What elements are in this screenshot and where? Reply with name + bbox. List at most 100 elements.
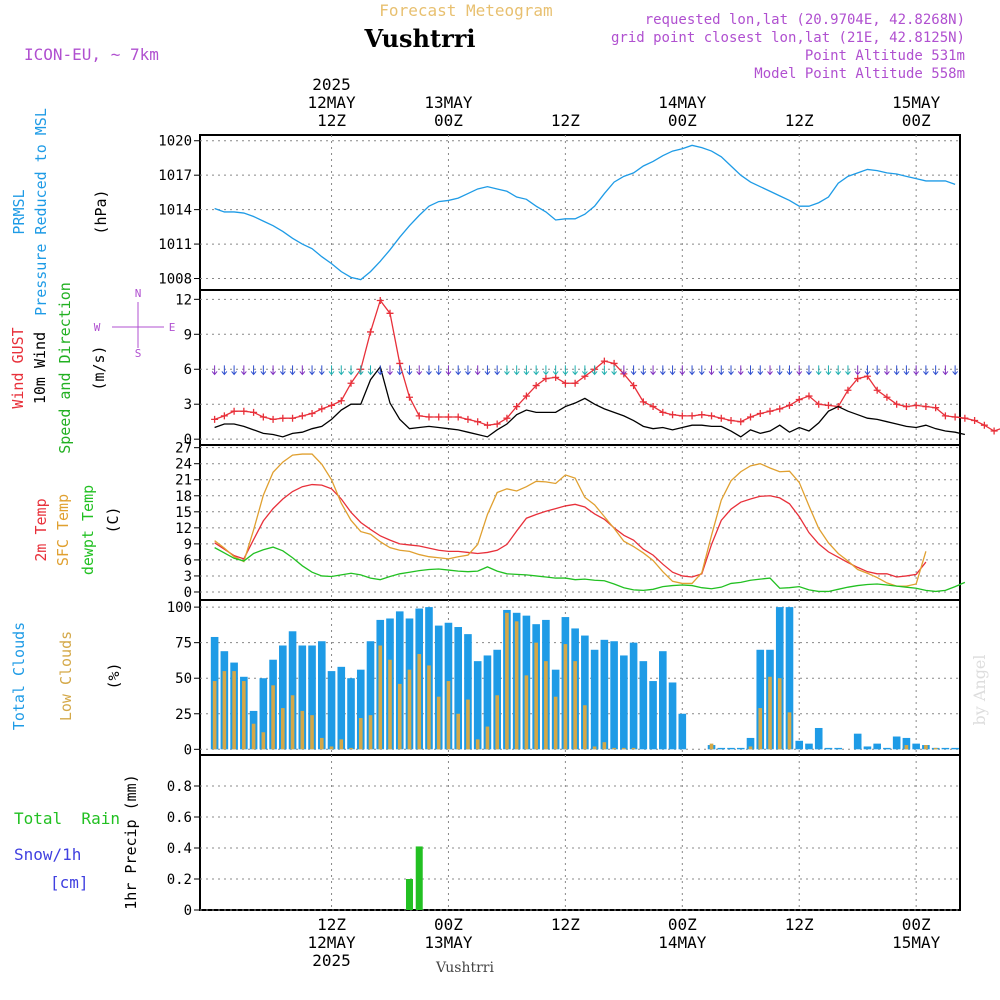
total-cloud-bar <box>454 627 463 750</box>
low-cloud-bar <box>329 746 334 750</box>
total-cloud-bar <box>902 737 911 750</box>
gust-marker <box>659 408 667 416</box>
top-time-label: 2025 <box>312 75 351 94</box>
wind-direction-arrow <box>289 365 296 376</box>
wind-direction-arrow <box>708 365 715 376</box>
low-cloud-bar <box>261 732 266 750</box>
gust-marker <box>708 412 716 420</box>
wind-direction-arrow <box>884 365 890 376</box>
total-cloud-bar <box>678 713 687 750</box>
gust-marker <box>376 296 384 304</box>
wind-direction-arrow <box>270 365 276 376</box>
wind-direction-arrow <box>533 365 540 376</box>
location-title: Vushtrri <box>364 24 476 53</box>
pressure-unit: (hPa) <box>92 189 110 234</box>
watermark: by Angel <box>970 654 989 725</box>
clouds-label-total: Total Clouds <box>10 622 28 730</box>
gust-marker <box>415 412 423 420</box>
top-time-label: 12Z <box>551 111 580 130</box>
gust-marker <box>240 407 248 415</box>
low-cloud-bar <box>427 665 431 750</box>
wind-direction-arrow <box>923 365 929 376</box>
gust-marker <box>571 379 579 387</box>
y-tick-label: 12 <box>175 521 192 537</box>
wind-direction-arrow <box>825 365 832 376</box>
low-cloud-bar <box>592 746 597 750</box>
gust-marker <box>298 412 306 420</box>
total-cloud-bar <box>356 669 365 750</box>
wind-label-10m: 10m Wind <box>31 332 49 404</box>
wind-direction-arrow <box>309 365 315 376</box>
gust-marker <box>727 417 735 425</box>
low-cloud-bar <box>514 621 519 750</box>
compass-rose: N S W E <box>94 287 176 360</box>
gust-marker <box>795 396 803 404</box>
wind-direction-arrow <box>591 365 598 376</box>
total-cloud-bar <box>659 651 667 750</box>
top-time-label: 14MAY <box>658 93 707 112</box>
gust-marker <box>669 411 677 419</box>
temp-label-dewpt: dewpt Temp <box>79 485 97 575</box>
low-cloud-bar <box>456 713 461 750</box>
y-tick-label: 9 <box>184 327 192 343</box>
total-cloud-bar <box>873 743 881 750</box>
wind-direction-arrow <box>445 365 452 376</box>
low-cloud-bar <box>436 696 441 750</box>
total-cloud-bar <box>834 747 843 750</box>
y-tick-label: 3 <box>184 397 192 413</box>
clouds-unit: (%) <box>105 662 123 689</box>
total-cloud-bar <box>347 678 355 750</box>
wind-direction-arrow <box>854 365 861 376</box>
total-cloud-bar <box>727 747 735 750</box>
low-cloud-bar <box>768 676 772 750</box>
wind-direction-arrow <box>387 365 393 376</box>
gust-marker <box>444 413 452 421</box>
gust-marker <box>756 410 764 418</box>
bottom-time-label: 12Z <box>785 915 814 934</box>
low-cloud-bar <box>339 739 344 750</box>
wind-direction-arrow <box>240 365 247 376</box>
y-tick-label: 1020 <box>158 134 192 150</box>
wind-direction-arrow <box>932 365 939 376</box>
y-tick-label: 0.8 <box>167 779 192 795</box>
y-tick-label: 0 <box>184 903 192 919</box>
point-altitude: Point Altitude 531m <box>805 48 965 64</box>
wind-direction-arrow <box>845 365 851 376</box>
wind-label-gust: Wind GUST <box>9 327 27 408</box>
low-cloud-bar <box>748 746 753 750</box>
gust-marker <box>698 411 706 419</box>
gust-marker <box>893 400 901 408</box>
low-cloud-bar <box>466 699 470 750</box>
compass-s: S <box>135 347 142 360</box>
total-cloud-bar <box>279 645 287 750</box>
panel-frame-2 <box>199 444 961 601</box>
total-cloud-bar <box>610 641 618 750</box>
wind-direction-arrow <box>328 365 335 376</box>
total-cloud-bar <box>483 655 492 750</box>
total-cloud-bar <box>805 743 813 750</box>
gust-marker <box>259 413 267 421</box>
low-cloud-bar <box>232 671 236 750</box>
gust-marker <box>318 405 326 413</box>
low-cloud-bar <box>300 710 305 750</box>
gust-marker <box>844 386 852 394</box>
low-cloud-bar <box>924 745 928 750</box>
gust-marker <box>542 375 550 383</box>
wind-direction-arrow <box>367 365 374 376</box>
low-cloud-bar <box>388 659 392 750</box>
low-cloud-bar <box>281 708 285 750</box>
total-cloud-bar <box>785 607 794 750</box>
compass-e: E <box>169 321 176 334</box>
low-cloud-bar <box>787 712 792 750</box>
y-tick-label: 15 <box>175 505 192 521</box>
gust-marker <box>328 401 336 409</box>
wind-direction-arrow <box>543 365 549 376</box>
bottom-time-label: 00Z <box>434 915 463 934</box>
low-cloud-bar <box>573 661 577 750</box>
total-cloud-bar <box>366 641 375 750</box>
wind-label-direction: Speed and Direction <box>56 282 74 454</box>
wind-direction-arrow <box>611 365 617 376</box>
wind-direction-arrow <box>299 365 306 376</box>
gust-marker <box>630 382 638 390</box>
